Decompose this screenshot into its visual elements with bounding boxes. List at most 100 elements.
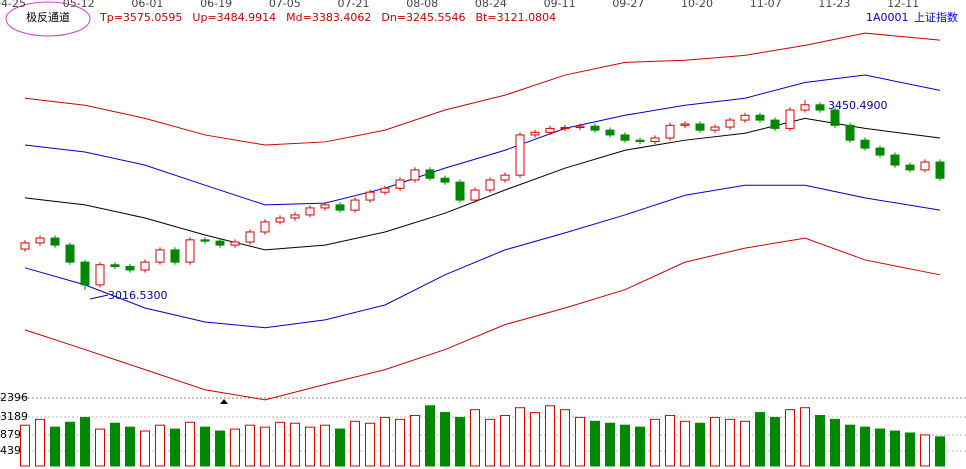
volume-bar [110,422,120,467]
volume-bar [920,434,930,467]
date-label: 06-01 [131,0,163,10]
volume-bar [905,432,915,467]
candle-body [50,237,60,246]
date-label: 11-23 [818,0,850,10]
candle-body [635,139,645,143]
volume-bar [530,412,540,467]
candle-body [800,104,810,111]
candle-body [905,164,915,171]
volume-bar [395,418,405,467]
candle-body [65,244,75,263]
candle-body [545,127,555,133]
candle-body [755,114,765,121]
candle-body [560,127,570,130]
candle-body [410,169,420,181]
candle-body [515,134,525,176]
legend-entry: Bt=3121.0804 [476,11,557,24]
date-label: 08-08 [406,0,438,10]
volume-bar [65,421,75,467]
candle-body [170,249,180,263]
volume-bar [695,422,705,467]
volume-label: 2396 [0,391,28,404]
volume-bar [725,418,735,467]
volume-bar [230,428,240,467]
volume-bar [815,414,825,467]
volume-bar [140,430,150,467]
candle-body [815,104,825,111]
high-annotation: 3450.4900 [828,99,888,112]
volume-bar [485,418,495,467]
candle-body [185,239,195,263]
candle-body [710,126,720,131]
volume-bar [320,424,330,467]
date-label: 07-05 [269,0,301,10]
code: 1A0001 [866,11,909,24]
volume-bar [845,424,855,467]
volume-bar [890,430,900,467]
candle-body [680,123,690,126]
low-annotation: 3016.5300 [108,289,168,302]
candle-body [605,129,615,136]
volume-bar [20,424,30,467]
candle-body [650,137,660,143]
candle-body [320,204,330,209]
candle-body [350,199,360,211]
volume-bar [560,409,570,467]
volume-bar [755,412,765,467]
candle-body [890,154,900,166]
indicator-ellipse [5,1,91,37]
volume-bar [785,409,795,467]
volume-bar [185,421,195,467]
volume-bar [260,426,270,467]
legend-entry: Up=3484.9914 [192,11,276,24]
candle-body [95,264,105,286]
date-label: 04-25 [0,0,26,10]
annotation-leader [89,294,109,300]
candle-body [575,125,585,129]
candle-body [860,139,870,149]
volume-bar [95,428,105,467]
candle-body [110,264,120,268]
index-name: 上证指数 [914,10,958,24]
candle-body [875,147,885,156]
volume-bar [290,422,300,467]
volume-bar [350,420,360,467]
candle-body [380,187,390,193]
volume-bar [380,416,390,467]
candle-body [785,109,795,129]
volume-bar [35,418,45,467]
candle-body [830,109,840,126]
volume-bar [125,426,135,467]
candle-body [335,204,345,211]
candle-body [215,240,225,246]
volume-bar [455,416,465,467]
candle-body [440,177,450,183]
volume-bar [710,416,720,467]
volume-bar [200,426,210,467]
volume-bar [830,418,840,467]
volume-bar [935,436,945,467]
marker [220,399,228,404]
indicator-name: 极反通道 [26,10,70,24]
candle-body [290,214,300,219]
candle-body [230,241,240,246]
volume-bar [365,422,375,467]
volume-bar [860,426,870,467]
legend: Tp=3575.0595 Up=3484.9914 Md=3383.4062 Dn=3… [99,11,556,24]
volume-bar [770,416,780,467]
candle-body [665,124,675,139]
volume-bar [305,426,315,467]
candle-body [935,161,945,179]
candle-body [725,119,735,128]
volume-bar [470,409,480,467]
candle-body [590,125,600,131]
volume-bar [545,405,555,467]
candle-body [20,242,30,250]
candle-body [80,261,90,286]
candle-body [425,169,435,179]
date-label: 12-11 [887,0,919,10]
volume-bar [215,430,225,467]
volume-bar [155,424,165,467]
